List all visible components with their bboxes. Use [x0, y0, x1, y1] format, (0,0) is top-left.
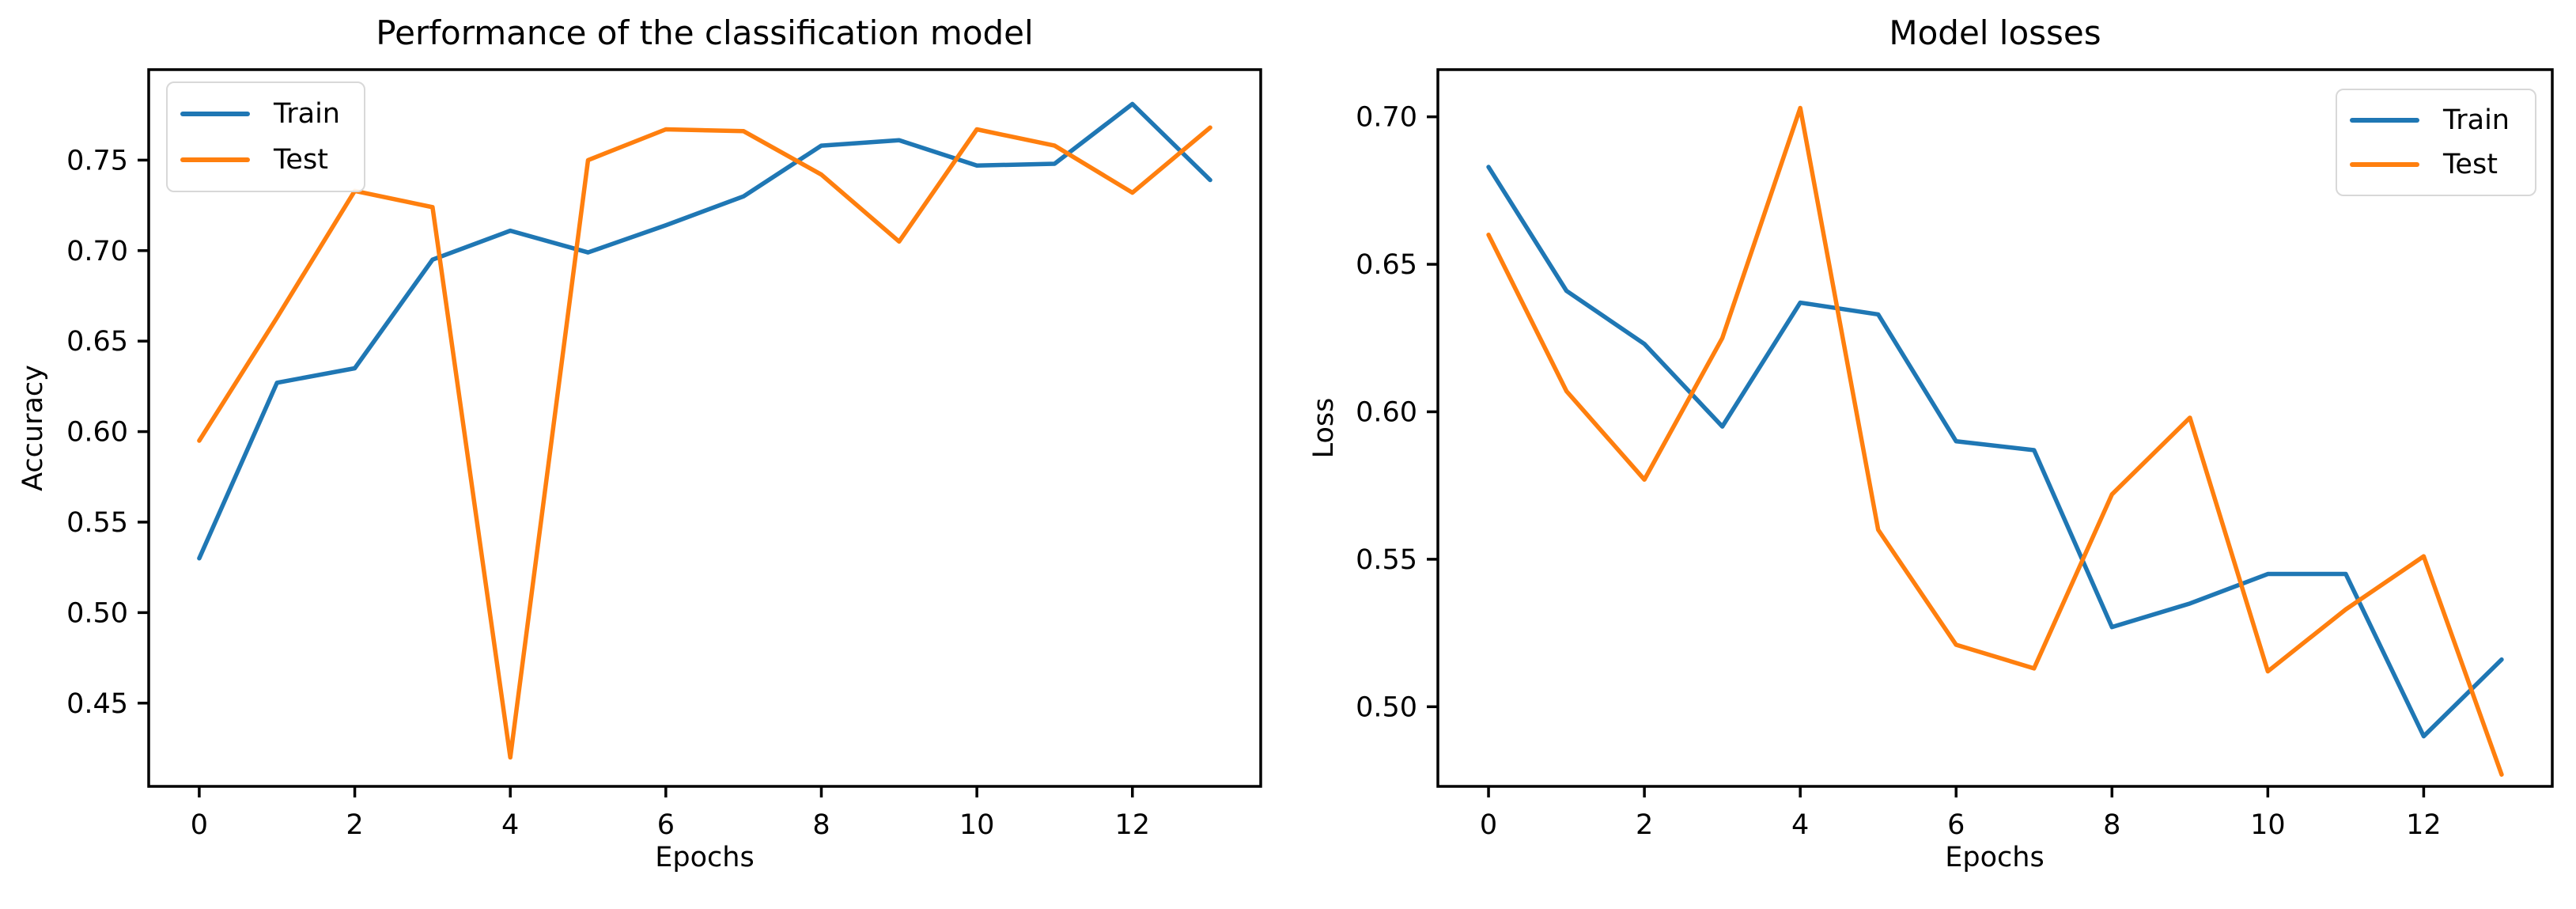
test-line [197, 125, 1212, 760]
y-tick-label: 0.70 [66, 236, 128, 267]
y-tick-label: 0.65 [66, 326, 128, 358]
accuracy-chart: 0 2 4 6 8 10 12 0.45 0.50 0.55 0.60 0.65 0.70 0.75 [66, 68, 1262, 841]
x-tick-label: 2 [1636, 809, 1653, 841]
test-line-swatch [180, 157, 250, 162]
y-tick-label: 0.55 [1356, 544, 1417, 576]
legend-entry-test: Test [180, 144, 351, 176]
x-tick-label: 8 [2103, 809, 2120, 841]
y-tick-label: 0.70 [1356, 102, 1417, 134]
legend-label-train: Train [274, 98, 340, 130]
accuracy-chart-title: Performance of the classification model [376, 13, 1034, 52]
x-tick-label: 0 [1480, 809, 1497, 841]
x-tick-label: 2 [346, 809, 363, 841]
x-tick-label: 10 [959, 809, 995, 841]
x-tick-label: 6 [657, 809, 675, 841]
x-tick-label: 12 [2406, 809, 2442, 841]
test-line [1486, 105, 2504, 777]
train-line-swatch [180, 112, 250, 116]
plot-box [147, 68, 1262, 788]
legend-entry-train: Train [2350, 104, 2522, 136]
y-tick-label: 0.60 [1356, 396, 1417, 428]
loss-x-axis-label: Epochs [1945, 842, 2045, 873]
legend-label-test: Test [2443, 149, 2498, 180]
accuracy-x-axis-label: Epochs [655, 842, 755, 873]
loss-chart-legend: Train Test [2336, 89, 2536, 196]
x-tick-label: 8 [812, 809, 830, 841]
plot-box [1436, 68, 2554, 788]
loss-y-axis-label: Loss [1308, 397, 1340, 459]
accuracy-chart-legend: Train Test [166, 81, 365, 192]
x-tick-label: 6 [1947, 809, 1965, 841]
y-tick-label: 0.45 [66, 688, 128, 720]
loss-chart-title: Model losses [1889, 13, 2101, 52]
train-line [1486, 165, 2504, 739]
y-tick-label: 0.55 [66, 507, 128, 539]
x-tick-label: 0 [191, 809, 208, 841]
y-tick-label: 0.65 [1356, 249, 1417, 281]
y-tick-label: 0.75 [66, 145, 128, 176]
loss-chart: 0 2 4 6 8 10 12 0.50 0.55 0.60 0.65 0.70 [1356, 68, 2554, 841]
legend-label-train: Train [2443, 104, 2510, 136]
legend-entry-train: Train [180, 98, 351, 130]
x-tick-label: 12 [1114, 809, 1150, 841]
x-tick-label: 4 [501, 809, 519, 841]
legend-label-test: Test [274, 144, 328, 176]
y-tick-label: 0.60 [66, 417, 128, 449]
train-line [197, 101, 1212, 561]
accuracy-y-axis-label: Accuracy [17, 365, 49, 491]
y-tick-label: 0.50 [1356, 691, 1417, 723]
legend-entry-test: Test [2350, 149, 2522, 180]
train-line-swatch [2350, 118, 2419, 123]
x-tick-label: 4 [1791, 809, 1809, 841]
test-line-swatch [2350, 162, 2419, 167]
y-tick-label: 0.50 [66, 597, 128, 629]
x-tick-label: 10 [2250, 809, 2286, 841]
